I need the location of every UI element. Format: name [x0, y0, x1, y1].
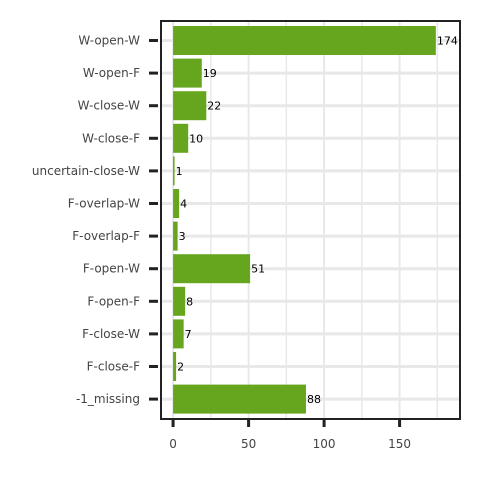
y-tick-label--1_missing: -1_missing: [76, 392, 140, 406]
y-tick-label-W-open-W: W-open-W: [78, 34, 140, 48]
data-label-W-open-F: 19: [203, 67, 217, 80]
y-tick-label-W-close-F: W-close-F: [82, 131, 140, 145]
y-tick-label-F-close-F: F-close-F: [87, 360, 140, 374]
y-tick-label-W-close-W: W-close-W: [78, 99, 140, 113]
bar-F-open-F: [173, 286, 186, 316]
bar--1_missing: [173, 384, 306, 414]
data-label-F-overlap-W: 4: [180, 198, 187, 211]
data-label-W-open-W: 174: [437, 35, 458, 48]
data-labels: 174 19 22 10 1 4 3 51 8 7 2 88: [176, 35, 458, 407]
y-tick-label-F-overlap-W: F-overlap-W: [68, 197, 140, 211]
bar-F-close-W: [173, 319, 184, 349]
bar-uncertain-close-W: [173, 156, 175, 186]
data-label-uncertain-close-W: 1: [176, 165, 183, 178]
plot-frame: [160, 20, 461, 420]
data-label-F-close-F: 2: [177, 361, 184, 374]
y-tick-label-F-close-W: F-close-W: [82, 327, 140, 341]
grid-lines: [161, 21, 460, 419]
bar-W-close-F: [173, 123, 189, 153]
y-tick-label-F-open-W: F-open-W: [83, 262, 140, 276]
x-tick-label: 50: [241, 437, 256, 451]
bar-W-close-W: [173, 91, 207, 121]
x-axis: 0 50 100 150: [169, 420, 411, 451]
data-label-F-open-W: 51: [251, 263, 265, 276]
data-label-W-close-F: 10: [189, 132, 203, 145]
bars: [173, 26, 436, 414]
bar-F-open-W: [173, 254, 251, 284]
y-tick-label-F-overlap-F: F-overlap-F: [72, 229, 140, 243]
bar-F-overlap-W: [173, 189, 180, 218]
data-label-F-close-W: 7: [185, 328, 192, 341]
x-tick-label: 0: [169, 437, 177, 451]
bar-W-open-F: [173, 58, 202, 88]
data-label--1_missing: 88: [307, 393, 321, 406]
y-tick-label-uncertain-close-W: uncertain-close-W: [32, 164, 140, 178]
data-label-W-close-W: 22: [207, 100, 221, 113]
bar-F-close-F: [173, 352, 177, 381]
y-tick-label-F-open-F: F-open-F: [87, 294, 140, 308]
y-tick-label-W-open-F: W-open-F: [83, 66, 140, 80]
x-tick-label: 150: [388, 437, 411, 451]
data-label-F-open-F: 8: [186, 295, 193, 308]
x-tick-label: 100: [313, 437, 336, 451]
bar-W-open-W: [173, 26, 436, 55]
bar-F-overlap-F: [173, 221, 178, 251]
data-label-F-overlap-F: 3: [179, 230, 186, 243]
y-axis: W-open-W W-open-F W-close-W W-close-F uncert…: [32, 34, 158, 406]
